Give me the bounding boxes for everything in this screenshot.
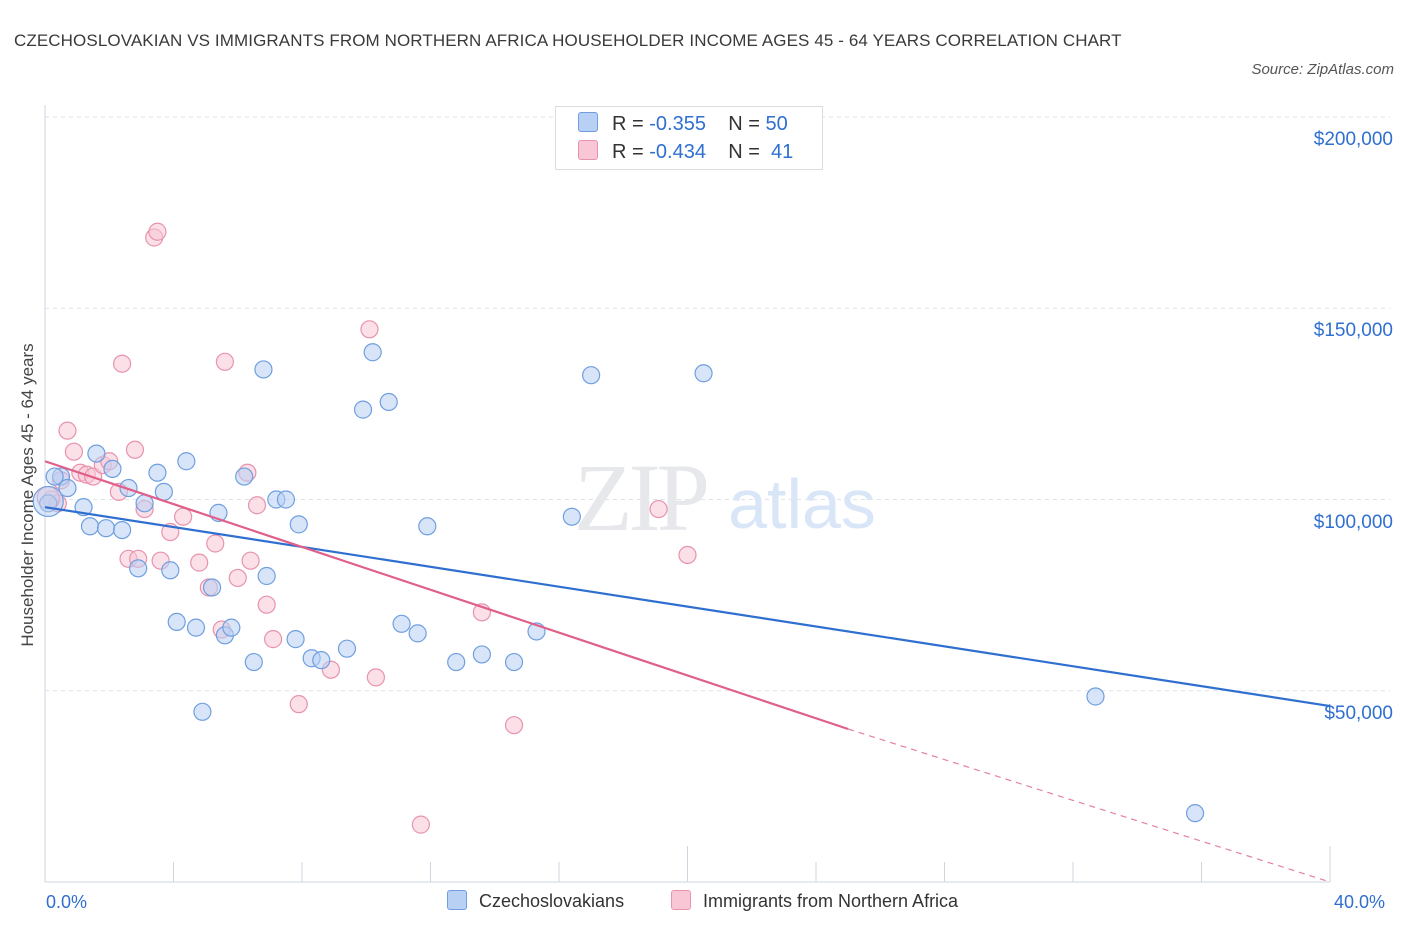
czechoslovakians-point (286, 630, 305, 649)
immigrants-point (64, 442, 84, 461)
correlation-legend: R = -0.355 N = 50 R = -0.434 N = 41 (555, 106, 823, 170)
y-tick-label: $150,000 (1313, 320, 1393, 342)
immigrants-point (257, 595, 276, 614)
czechoslovakians-point (103, 459, 122, 478)
czechoslovakians-point (112, 520, 132, 540)
chart-source: Source: ZipAtlas.com (1251, 61, 1394, 78)
bottom-legend-czechoslovakians: Czechoslovakians (447, 890, 624, 912)
y-tick-label: $200,000 (1313, 129, 1393, 150)
czechoslovakians-point (177, 452, 196, 471)
czechoslovakians-point (408, 624, 427, 643)
x-tick-label-max: 40.0% (1334, 892, 1386, 912)
legend-r-label: R = (612, 141, 644, 163)
watermark: ZIP atlas (574, 444, 876, 551)
czechoslovakians-point (562, 507, 581, 526)
czechoslovakians-point (1185, 804, 1205, 823)
czechoslovakians-point (363, 343, 382, 362)
czechoslovakians-point (222, 618, 241, 637)
legend-r-value: -0.434 (649, 141, 706, 163)
czechoslovakians-point (582, 366, 601, 385)
czechoslovakians-point (96, 519, 116, 538)
czechoslovakians-point (392, 614, 411, 633)
bottom-legend-label: Immigrants from Northern Africa (703, 891, 959, 911)
immigrants-point (228, 568, 247, 588)
immigrants-point (263, 630, 283, 649)
czechoslovakians-point (379, 392, 398, 412)
czechoslovakians-point (148, 463, 167, 482)
y-axis-label: Householder Income Ages 45 - 64 years (18, 343, 37, 647)
chart-title: CZECHOSLOVAKIAN VS IMMIGRANTS FROM NORTH… (14, 31, 1122, 50)
czechoslovakians-point (45, 467, 64, 486)
immigrants-point (504, 716, 524, 735)
bottom-legend-immigrants: Immigrants from Northern Africa (671, 890, 958, 912)
czechoslovakians-point (312, 651, 331, 670)
czechoslovakians-point (289, 515, 308, 534)
trendline-immigrants (44, 460, 849, 731)
czechoslovakians-point (504, 652, 524, 672)
trendline-czechoslovakians (44, 506, 1331, 708)
czechoslovakians-point (447, 652, 466, 672)
trendline-immigrants (847, 728, 1331, 883)
immigrants-point (366, 668, 385, 687)
immigrants-point (112, 354, 132, 373)
czechoslovakians-point (186, 618, 206, 637)
immigrants-point (125, 440, 145, 459)
czechoslovakians-point (80, 517, 100, 536)
czechoslovakians-point (202, 578, 222, 597)
czechoslovakians-point (244, 652, 263, 672)
czechoslovakians-point (87, 444, 106, 463)
czechoslovakians-point (472, 645, 491, 664)
immigrants-point (174, 507, 193, 526)
immigrants-point (678, 545, 697, 565)
czechoslovakians-point (193, 702, 212, 721)
y-tick-label: $100,000 (1313, 511, 1393, 533)
czechoslovakians-point (58, 478, 77, 498)
legend-n-value: 50 (765, 113, 788, 135)
legend-swatch-pink (578, 140, 598, 160)
bottom-legend-label: Czechoslovakians (479, 891, 625, 911)
y-tick-label: $50,000 (1324, 702, 1393, 724)
immigrants-point (241, 551, 260, 570)
immigrants-point (360, 320, 379, 339)
czechoslovakians-point (257, 566, 276, 586)
series-immigrants-points (36, 222, 697, 834)
bottom-legend-swatch-pink (671, 890, 691, 910)
trendlines (44, 460, 1331, 883)
czechoslovakians-point (337, 639, 357, 658)
czechoslovakians-point (694, 364, 713, 383)
czechoslovakians-point (235, 467, 254, 486)
legend-row-czechoslovakians: R = -0.355 N = 50 (578, 112, 788, 138)
legend-n-label: N = (728, 141, 760, 163)
watermark-atlas: atlas (728, 465, 876, 543)
czechoslovakians-point (1086, 687, 1105, 706)
immigrants-point (411, 815, 430, 834)
immigrants-point (289, 695, 308, 714)
grid-lines (45, 116, 1390, 692)
czechoslovakians-point (254, 360, 273, 379)
legend-r-value: -0.355 (649, 113, 706, 135)
immigrants-point (215, 352, 234, 371)
czechoslovakians-point (167, 612, 186, 632)
immigrants-point (148, 222, 167, 241)
series-czechoslovakians-points (32, 343, 1205, 823)
watermark-zip: ZIP (574, 444, 707, 551)
immigrants-point (58, 421, 77, 440)
czechoslovakians-point (129, 559, 148, 578)
legend-n-value: 41 (771, 141, 794, 163)
legend-swatch-blue (578, 112, 598, 132)
legend-row-immigrants: R = -0.434 N = 41 (578, 140, 793, 166)
immigrants-point (190, 553, 209, 572)
legend-r-label: R = (612, 113, 644, 135)
x-tick-label-min: 0.0% (46, 892, 88, 912)
legend-n-label: N = (728, 113, 760, 135)
czechoslovakians-point (276, 490, 296, 509)
immigrants-point (206, 534, 225, 553)
czechoslovakians-point (353, 400, 373, 419)
immigrants-point (649, 499, 668, 519)
immigrants-point (247, 496, 267, 515)
czechoslovakians-point (161, 561, 180, 580)
bottom-legend-swatch-blue (447, 890, 467, 910)
czechoslovakians-point (418, 517, 437, 536)
